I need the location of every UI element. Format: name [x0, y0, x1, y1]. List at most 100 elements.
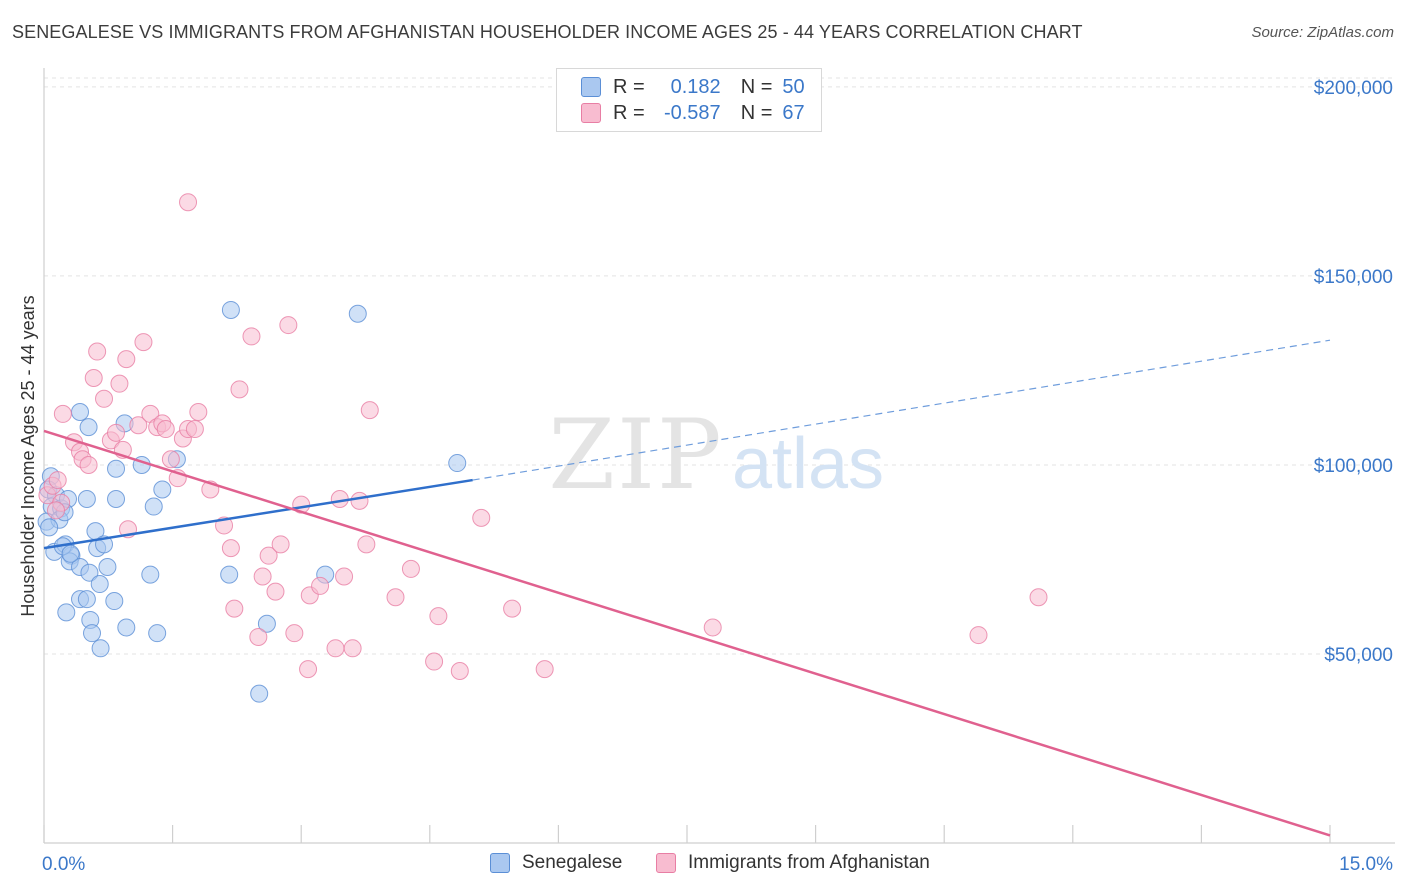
afghanistan-point-29 [189, 403, 208, 422]
senegalese-point-25 [57, 603, 76, 622]
legend-label-afghanistan: Immigrants from Afghanistan [688, 852, 930, 873]
senegalese-point-32 [144, 497, 163, 516]
r-value-senegalese: 0.182 [670, 75, 721, 98]
afghanistan-point-9 [79, 455, 98, 474]
senegalese-point-33 [153, 480, 172, 499]
legend-swatch-senegalese [490, 853, 510, 873]
afghanistan-point-39 [259, 546, 278, 565]
x-tick-label-max: 15.0% [1339, 854, 1393, 875]
afghanistan-point-36 [242, 327, 261, 346]
afghanistan-point-53 [357, 535, 376, 554]
afghanistan-point-2 [48, 471, 67, 490]
watermark-atlas: atlas [732, 424, 884, 504]
afghanistan-point-57 [429, 607, 448, 626]
afghanistan-point-41 [271, 535, 290, 554]
senegalese-point-41 [221, 300, 240, 319]
afghanistan-point-59 [450, 661, 469, 680]
senegalese-point-28 [91, 639, 110, 658]
afghanistan-point-42 [279, 316, 298, 335]
afghanistan-point-28 [185, 420, 204, 439]
correlation-legend: R = 0.182 N = 50 R = -0.587 N = 67 [556, 68, 822, 132]
senegalese-point-43 [257, 614, 276, 633]
senegalese-point-14 [77, 489, 96, 508]
afghanistan-point-4 [47, 501, 66, 520]
afghanistan-trend-line [43, 429, 1331, 837]
senegalese-point-47 [448, 454, 467, 473]
afghanistan-point-14 [107, 423, 126, 442]
afghanistan-point-11 [88, 342, 107, 361]
afghanistan-point-43 [285, 624, 304, 643]
afghanistan-point-48 [326, 639, 345, 658]
legend-swatch-afghanistan [656, 853, 676, 873]
afghanistan-point-5 [53, 404, 72, 423]
afghanistan-point-19 [134, 333, 153, 352]
x-tick-label-min: 0.0% [42, 854, 85, 875]
n-value-afghanistan: 67 [782, 101, 805, 124]
senegalese-point-48 [61, 544, 80, 563]
afghanistan-point-60 [472, 508, 491, 527]
afghanistan-point-10 [84, 369, 103, 387]
afghanistan-point-55 [386, 588, 405, 607]
afghanistan-point-38 [253, 567, 272, 586]
axes [43, 68, 1395, 844]
afghanistan-point-56 [401, 559, 420, 578]
afghanistan-point-54 [360, 401, 379, 420]
legend-swatch-afghanistan [581, 103, 601, 123]
r-label: R = [613, 75, 645, 98]
senegalese-point-21 [90, 575, 109, 594]
legend-label-senegalese: Senegalese [522, 852, 623, 873]
trend-lines [43, 339, 1331, 837]
afghanistan-point-33 [221, 539, 240, 558]
legend-item-afghanistan: Immigrants from Afghanistan [656, 852, 930, 874]
afghanistan-point-12 [95, 389, 114, 408]
series-legend: Senegalese Immigrants from Afghanistan [0, 852, 1406, 878]
grid-lines [44, 77, 1395, 655]
legend-row-senegalese: R = 0.182 N = 50 [581, 74, 805, 100]
y-tick-label-2: $150,000 [1314, 267, 1393, 288]
senegalese-point-27 [83, 624, 102, 643]
senegalese-point-44 [250, 684, 269, 703]
senegalese-point-19 [98, 558, 117, 577]
senegalese-point-42 [220, 565, 239, 584]
senegalese-point-7 [40, 518, 59, 537]
watermark: ZIP atlas [548, 399, 884, 511]
afghanistan-point-61 [503, 599, 522, 618]
senegalese-point-24 [105, 592, 124, 611]
senegalese-trend-extension [472, 339, 1331, 481]
y-axis-title: Householder Income Ages 25 - 44 years [18, 295, 38, 616]
senegalese-point-29 [117, 618, 136, 637]
afghanistan-point-24 [161, 450, 180, 469]
y-tick-label-0: $50,000 [1324, 645, 1393, 666]
afghanistan-point-65 [1029, 588, 1048, 607]
afghanistan-point-40 [266, 582, 285, 601]
afghanistan-point-37 [249, 627, 268, 646]
y-tick-label-3: $200,000 [1314, 78, 1393, 99]
r-value-afghanistan: -0.587 [663, 101, 721, 124]
n-value-senegalese: 50 [782, 75, 805, 98]
afghanistan-point-50 [335, 567, 354, 586]
chart-title: SENEGALESE VS IMMIGRANTS FROM AFGHANISTA… [12, 22, 1083, 42]
senegalese-point-37 [107, 489, 126, 508]
afghanistan-point-45 [299, 660, 318, 679]
senegalese-point-31 [141, 565, 160, 584]
watermark-zip: ZIP [548, 399, 723, 511]
legend-item-senegalese: Senegalese [490, 852, 622, 874]
senegalese-point-39 [79, 418, 98, 437]
afghanistan-point-62 [535, 660, 554, 679]
afghanistan-point-23 [156, 420, 175, 439]
senegalese-point-46 [348, 304, 367, 323]
afghanistan-point-51 [343, 639, 362, 658]
afghanistan-point-35 [230, 380, 249, 399]
senegalese-point-23 [77, 590, 96, 609]
afghanistan-point-18 [129, 416, 148, 435]
axis-labels: $50,000 $100,000 $150,000 $200,000 0.0% 15.0%… [18, 78, 1393, 875]
legend-swatch-senegalese [581, 77, 601, 97]
senegalese-point-30 [148, 624, 167, 643]
senegalese-trend-line [43, 478, 473, 550]
data-points [37, 193, 1048, 703]
legend-row-afghanistan: R = -0.587 N = 67 [581, 100, 805, 126]
afghanistan-point-30 [179, 193, 198, 212]
afghanistan-point-17 [117, 350, 136, 369]
afghanistan-point-47 [311, 576, 330, 595]
